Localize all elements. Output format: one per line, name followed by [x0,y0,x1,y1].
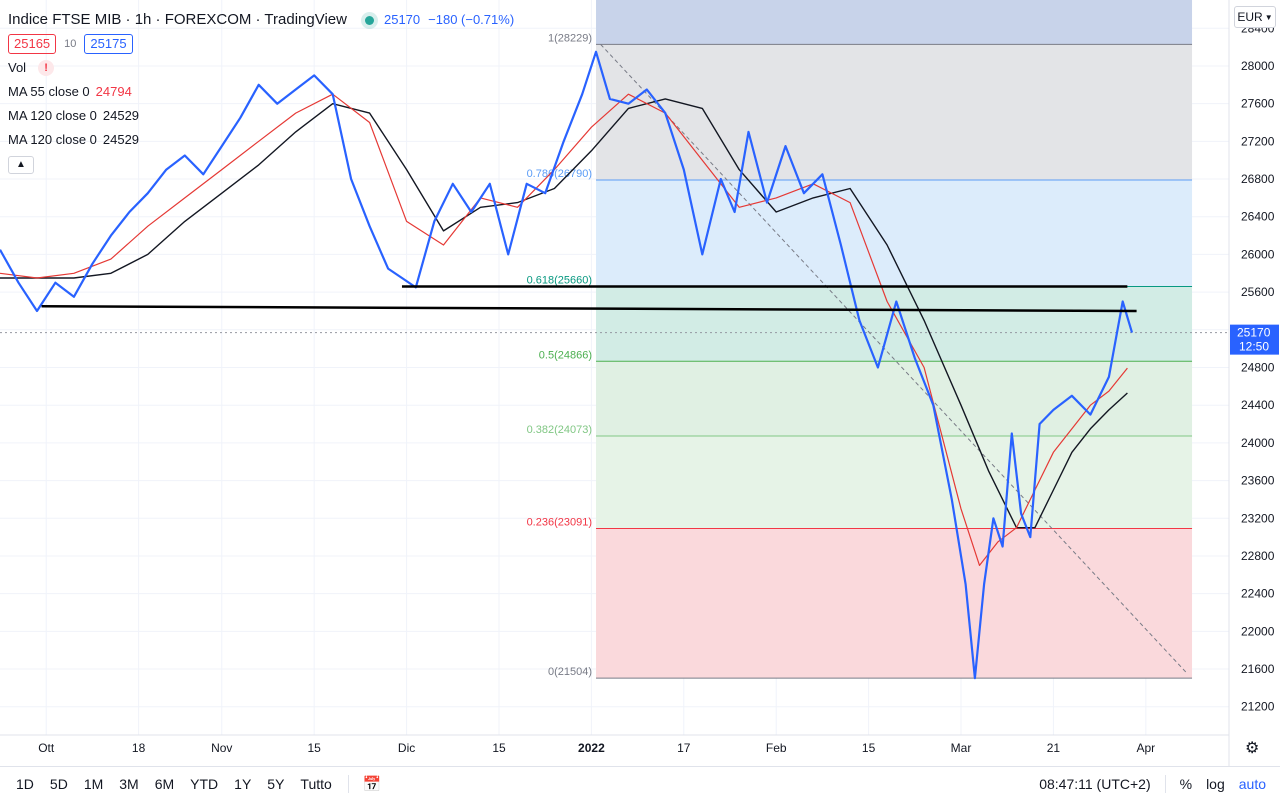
market-open-icon [364,15,374,25]
x-tick-label: Apr [1136,741,1155,755]
fib-zone [596,286,1193,362]
calendar-goto-icon[interactable]: 📅 [362,776,382,793]
y-tick-label: 22400 [1241,587,1275,601]
toolbar-divider [347,775,349,793]
fib-zone [596,44,1193,180]
x-tick-label: 17 [677,741,691,755]
y-tick-label: 23600 [1241,474,1275,488]
range-1d[interactable]: 1D [16,776,34,792]
indicator-value: 24529 [102,108,140,123]
x-tick-label: Mar [951,741,972,755]
series-line-ma120 [0,98,1128,529]
fib-zone [596,179,1193,287]
fib-level-label: 0.382(24073) [527,424,592,436]
fib-level-label: 1(28229) [548,32,592,44]
fib-trend-line [600,44,1188,675]
fib-level-label: 0(21504) [548,666,592,678]
last-price: 25170 [383,12,421,27]
x-tick-label: Dic [398,741,415,755]
indicator-name: MA 120 close 0 [8,108,97,123]
series-line-price [0,50,1134,680]
gear-icon[interactable]: ⚙ [1245,740,1260,757]
price-change: −180 (−0.71%) [428,12,515,27]
chevron-up-icon: ▲ [16,159,26,170]
price-chart[interactable]: 1(28229) 0.786(26790) 0.618(25660) 0.5(2486… [0,0,1280,766]
y-tick-label: 21600 [1241,662,1275,676]
y-tick-label: 24400 [1241,398,1275,412]
clock-time[interactable]: 08:47:11 (UTC+2) [1039,776,1151,792]
indicator-vol[interactable]: Vol ! [8,56,514,80]
bottom-toolbar: 1D 5D 1M 3M 6M YTD 1Y 5Y Tutto 📅 08:47:1… [0,766,1280,801]
y-tick-label: 22000 [1241,624,1275,638]
price-tag-value: 25170 [1237,326,1271,340]
x-tick-label: 15 [492,741,506,755]
y-tick-label: 24800 [1241,361,1275,375]
range-ytd[interactable]: YTD [190,776,219,792]
range-5y[interactable]: 5Y [267,776,285,792]
range-5d[interactable]: 5D [49,776,68,792]
sell-button[interactable]: 25165 [8,34,57,54]
toolbar-right: 08:47:11 (UTC+2) % log auto [1039,775,1280,793]
y-tick-label: 24000 [1241,436,1275,450]
x-tick-label: 15 [862,741,876,755]
price-tag-countdown: 12:50 [1239,340,1269,354]
fib-level-label: 0.786(26790) [527,168,592,180]
indicator-value: 24794 [95,84,132,99]
fib-zone [596,0,1193,45]
log-scale-toggle[interactable]: log [1206,776,1225,792]
y-tick-label: 27600 [1241,97,1275,111]
x-tick-label: 2022 [578,741,605,755]
auto-scale-toggle[interactable]: auto [1238,776,1266,792]
fib-level-label: 0.618(25660) [527,274,592,286]
x-tick-label: 15 [308,741,322,755]
y-tick-label: 26800 [1241,172,1275,186]
y-tick-label: 26000 [1241,247,1275,261]
x-tick-label: Ott [38,741,55,755]
warning-icon[interactable]: ! [38,60,55,76]
fib-level-label: 0.5(24866) [539,349,592,361]
chevron-down-icon: ▼ [1264,12,1273,22]
price-tag [1230,324,1279,355]
indicator-ma55[interactable]: MA 55 close 0 24794 [8,80,514,104]
y-tick-label: 27200 [1241,134,1275,148]
x-tick-label: 21 [1047,741,1061,755]
y-tick-label: 26400 [1241,210,1275,224]
x-tick-label: Feb [766,741,787,755]
currency-selector[interactable]: EUR ▼ [1234,6,1276,28]
fib-zone [596,361,1193,437]
buy-button[interactable]: 25175 [84,34,133,54]
fib-level-label: 0.236(23091) [527,517,592,529]
indicator-value: 24529 [102,132,140,147]
chart-legend: Indice FTSE MIB · 1h · FOREXCOM · Tradin… [8,8,514,176]
range-1y[interactable]: 1Y [234,776,252,792]
trend-line[interactable] [41,305,1137,313]
fib-zone [596,528,1193,679]
y-tick-label: 23200 [1241,511,1275,525]
fib-zone [596,436,1193,529]
indicator-ma120-b[interactable]: MA 120 close 0 24529 [8,128,514,152]
spread-value: 10 [64,38,77,50]
y-tick-label: 21200 [1241,700,1275,714]
range-6m[interactable]: 6M [154,776,175,792]
symbol-title[interactable]: Indice FTSE MIB · 1h · FOREXCOM · Tradin… [8,11,347,28]
toolbar-divider [1164,775,1166,793]
y-tick-label: 28000 [1241,59,1275,73]
y-tick-label: 25600 [1241,285,1275,299]
x-tick-label: 18 [132,741,146,755]
range-1m[interactable]: 1M [83,776,104,792]
range-3m[interactable]: 3M [119,776,139,792]
indicator-name: MA 55 close 0 [8,84,90,99]
collapse-legend-button[interactable]: ▲ [8,156,34,174]
y-tick-label: 22800 [1241,549,1275,563]
series-line-ma55 [0,93,1128,566]
range-all[interactable]: Tutto [300,776,332,792]
percent-scale-toggle[interactable]: % [1179,776,1193,792]
indicator-ma120[interactable]: MA 120 close 0 24529 [8,104,514,128]
indicator-name: Vol [8,60,27,75]
x-tick-label: Nov [211,741,232,755]
indicator-name: MA 120 close 0 [8,132,97,147]
currency-label: EUR [1237,10,1263,24]
